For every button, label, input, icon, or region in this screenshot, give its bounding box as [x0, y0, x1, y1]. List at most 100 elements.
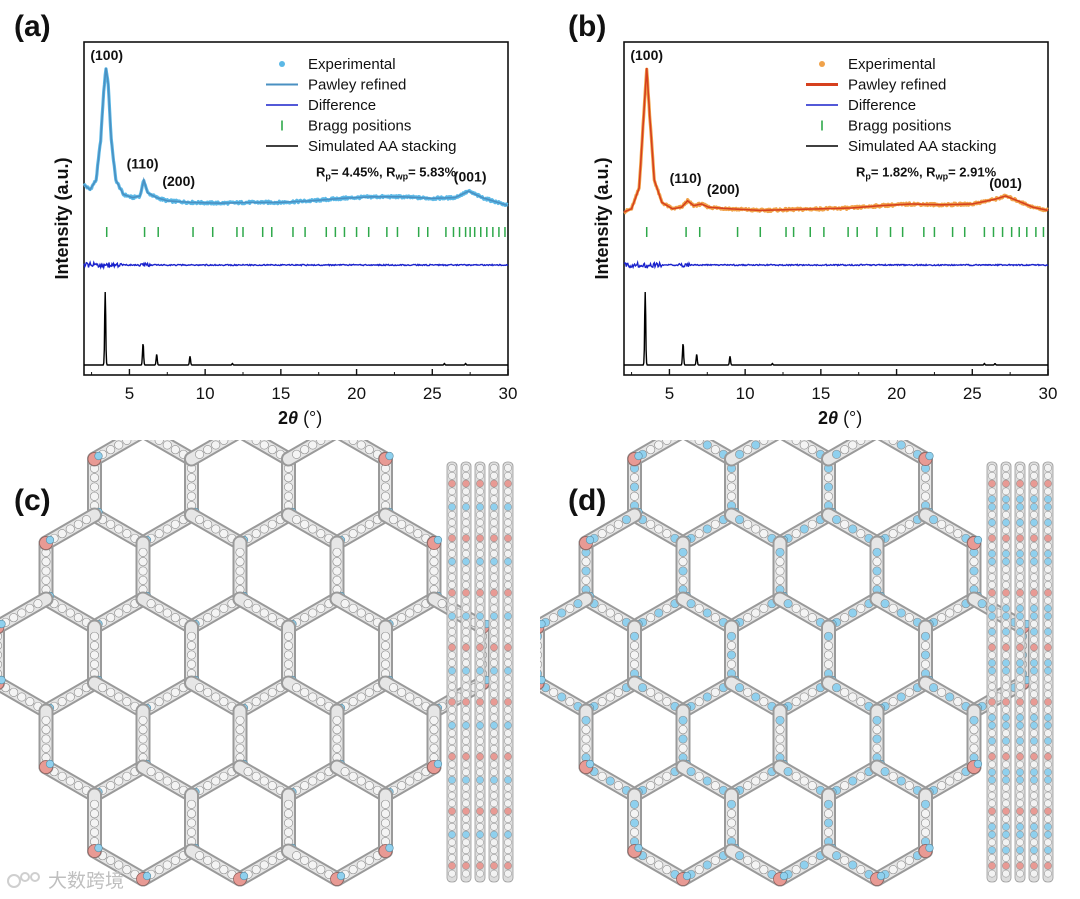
r-factors-label: Rp= 1.82%, Rwp= 2.91%	[856, 165, 997, 182]
stacking-atom	[988, 518, 996, 527]
stacking-atom	[988, 596, 996, 605]
stacking-atom	[1044, 495, 1052, 504]
stacking-atom	[1044, 573, 1052, 582]
atom	[904, 781, 914, 791]
stacking-atom	[462, 854, 470, 862]
stacking-atom	[448, 682, 456, 691]
stacking-atom	[1002, 651, 1010, 660]
atom	[727, 809, 737, 819]
atom	[170, 781, 180, 791]
stacking-atom	[490, 526, 498, 535]
stacking-atom	[1002, 503, 1010, 511]
legend-marker-experimental	[819, 61, 825, 67]
atom	[807, 855, 817, 865]
stacking-atom	[1016, 690, 1024, 699]
stacking-atom	[1002, 565, 1010, 574]
stacking-atom	[448, 526, 456, 535]
atom	[389, 515, 399, 525]
stacking-atom	[1002, 588, 1010, 597]
stacking-atom	[462, 479, 470, 488]
stacking-atom	[1044, 799, 1052, 808]
atom	[775, 547, 785, 557]
stacking-atom	[476, 620, 484, 628]
atom	[98, 683, 108, 693]
stacking-atom	[476, 510, 484, 519]
stacking-atom	[1016, 768, 1024, 777]
atom	[920, 827, 930, 837]
peak-label: (200)	[707, 181, 740, 197]
atom	[727, 482, 737, 492]
stacking-atom	[504, 659, 512, 667]
atom	[727, 491, 737, 501]
plot-frame	[83, 41, 509, 376]
atom	[283, 473, 293, 483]
atom	[405, 524, 415, 534]
stacking-atom	[1030, 783, 1038, 792]
atom	[219, 603, 229, 613]
atom	[807, 687, 817, 697]
atom	[759, 603, 769, 613]
atom	[613, 613, 623, 623]
stacking-atom	[1044, 549, 1052, 558]
atom	[429, 566, 439, 576]
atom	[57, 529, 67, 539]
stacking-atom	[1016, 791, 1024, 800]
stacking-atom	[476, 534, 484, 543]
atom	[848, 776, 858, 786]
stacking-atom	[1044, 581, 1052, 589]
stacking-atom	[1016, 744, 1024, 753]
stacking-atom	[1016, 854, 1024, 862]
atom	[937, 519, 947, 529]
stacking-atom	[504, 690, 512, 699]
atom	[162, 776, 172, 786]
atom	[605, 524, 615, 534]
atom	[187, 631, 197, 641]
stacking-atom	[988, 620, 996, 628]
atom	[735, 449, 745, 459]
stacking-atom	[1002, 721, 1010, 730]
stacking-atom	[490, 643, 498, 652]
node-atom-nitrogen	[45, 535, 55, 545]
stacking-atom	[1016, 659, 1024, 667]
atom	[243, 599, 253, 609]
stacking-atom	[504, 822, 512, 831]
atom	[920, 809, 930, 819]
stacking-atom	[1030, 549, 1038, 558]
atom	[154, 697, 164, 707]
stacking-atom	[462, 698, 470, 706]
stacking-atom	[1044, 479, 1052, 488]
stacking-atom	[1030, 503, 1038, 511]
atom	[694, 697, 704, 707]
stacking-atom	[1030, 557, 1038, 566]
atom	[187, 641, 197, 651]
stacking-atom	[1030, 635, 1038, 644]
stacking-atom	[988, 783, 996, 792]
atom	[106, 445, 116, 455]
atom	[90, 659, 100, 669]
stacking-atom	[988, 698, 996, 706]
panel-label-b: (b)	[568, 10, 607, 43]
stacking-atom	[1002, 479, 1010, 488]
stacking-atom	[476, 612, 484, 621]
stacking-atom	[490, 651, 498, 660]
atom	[823, 809, 833, 819]
stacking-atom	[1030, 705, 1038, 714]
stacking-atom	[490, 861, 498, 870]
atom	[937, 613, 947, 623]
atom	[138, 547, 148, 557]
stacking-atom	[476, 487, 484, 496]
atom	[170, 445, 180, 455]
stacking-atom	[476, 776, 484, 784]
stacking-atom	[1002, 713, 1010, 722]
atom	[929, 515, 939, 525]
atom	[848, 608, 858, 618]
stacking-atom	[1030, 682, 1038, 691]
atom	[759, 697, 769, 707]
stacking-atom	[448, 659, 456, 667]
stacking-atom	[1044, 854, 1052, 862]
stacking-atom	[504, 534, 512, 543]
stacking-atom	[988, 549, 996, 558]
atom	[138, 725, 148, 735]
atom	[872, 725, 882, 735]
atom	[630, 799, 640, 809]
